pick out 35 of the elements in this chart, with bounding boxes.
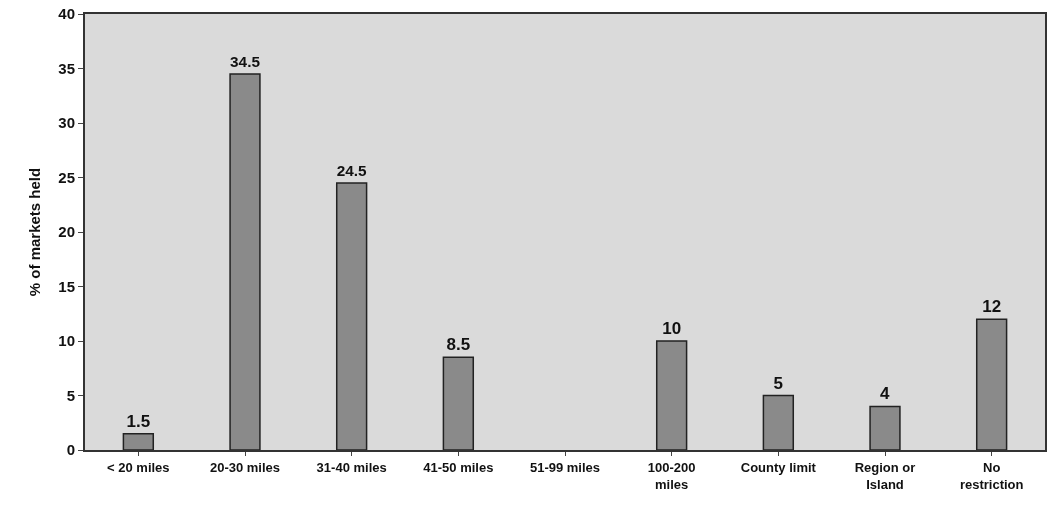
x-tick-label: County limit	[740, 459, 817, 475]
bar	[122, 432, 155, 450]
y-tick-label: 0	[66, 441, 75, 459]
x-tick-label: 100-200 miles	[647, 459, 696, 492]
y-tick-label: 25	[58, 168, 75, 186]
y-tick-label: 40	[58, 5, 75, 23]
bar	[229, 73, 261, 450]
data-label: 10	[662, 319, 682, 338]
y-tick-label: 5	[66, 386, 75, 404]
bar	[335, 182, 368, 450]
y-tick-label: 30	[58, 114, 75, 132]
bar	[762, 394, 795, 450]
data-label: 8.5	[446, 335, 471, 355]
bar	[869, 405, 901, 450]
bar	[655, 340, 688, 450]
y-tick-label: 10	[58, 332, 75, 350]
bar	[442, 356, 475, 450]
x-tick-label: < 20 miles	[107, 459, 170, 475]
data-label: 24.5	[336, 162, 368, 180]
data-label: 1.5	[126, 411, 151, 431]
x-tick-label: Region or Island	[854, 459, 916, 492]
y-tick-label: 15	[58, 277, 75, 295]
data-label: 5	[773, 373, 784, 393]
data-label: 34.5	[230, 53, 261, 71]
x-tick-label: 20-30 miles	[209, 459, 281, 475]
data-label: 12	[982, 297, 1002, 317]
y-axis-title: % of markets held	[26, 167, 44, 297]
y-tick-label: 35	[58, 59, 75, 77]
x-tick-label: No restriction	[959, 459, 1024, 492]
data-label: 4	[880, 384, 890, 404]
x-tick-label: 51-99 miles	[529, 459, 601, 475]
y-tick-label: 20	[58, 223, 75, 241]
x-tick-label: 41-50 miles	[423, 459, 494, 475]
x-tick-label: 31-40 miles	[316, 459, 387, 475]
bar	[975, 318, 1008, 450]
